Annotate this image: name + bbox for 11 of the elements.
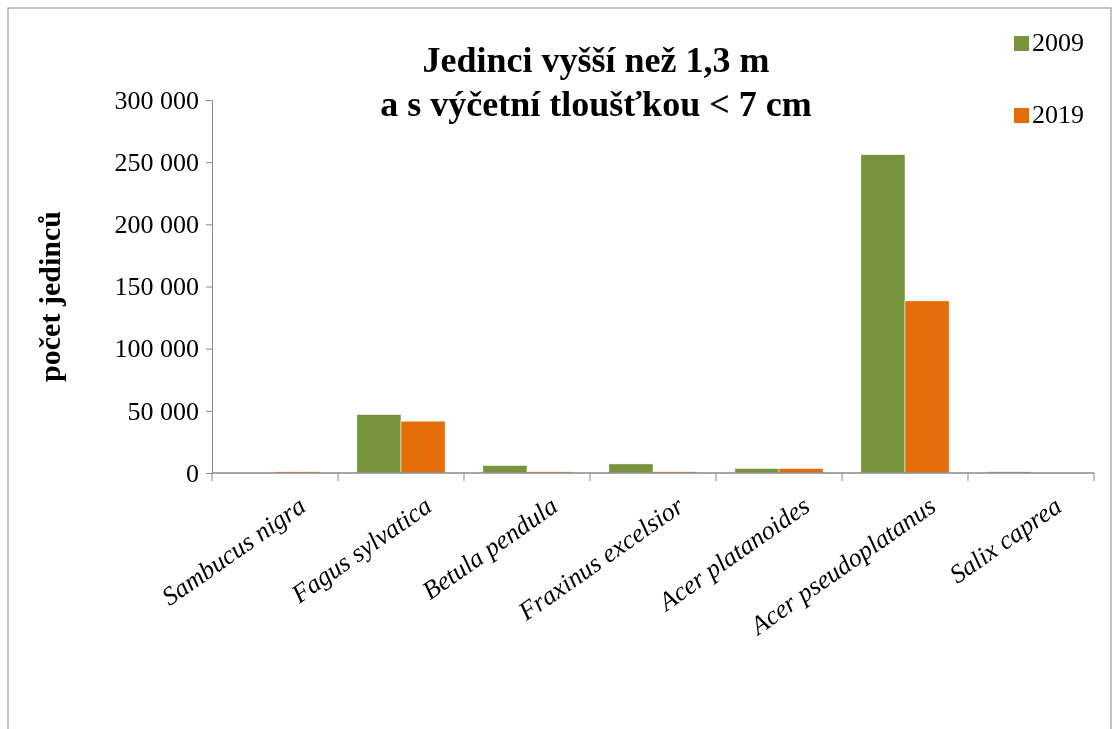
y-tick-label: 0 bbox=[186, 458, 199, 488]
y-tick-label: 250 000 bbox=[114, 147, 199, 177]
legend-label: 2019 bbox=[1032, 100, 1084, 129]
chart-title: Jedinci vyšší než 1,3 m a s výčetní tloušťkou < 7 cm bbox=[380, 40, 812, 124]
y-tick-label: 200 000 bbox=[114, 210, 199, 240]
y-tick-label: 50 000 bbox=[127, 396, 199, 426]
y-axis-title: počet jedinců bbox=[33, 211, 66, 382]
y-tick-label: 150 000 bbox=[114, 272, 199, 302]
legend-label: 2009 bbox=[1032, 28, 1084, 57]
y-tick-label: 100 000 bbox=[114, 334, 199, 364]
y-tick-label: 300 000 bbox=[114, 85, 199, 115]
